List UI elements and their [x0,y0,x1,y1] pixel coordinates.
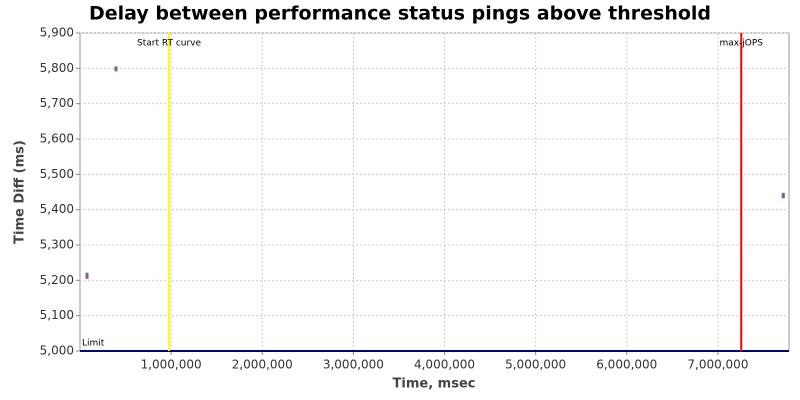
point [85,272,89,277]
chart-title: Delay between performance status pings a… [89,3,711,25]
point [85,274,89,279]
point [781,192,785,197]
x-tick-label: 7,000,000 [687,358,748,372]
x-tick-label: 5,000,000 [505,358,566,372]
marker-label: max-jOPS [719,39,763,49]
plot-area [79,32,790,352]
y-axis-title: Time Diff (ms) [13,140,28,244]
y-tick-label: 5,200 [40,273,74,287]
threshold-label: Limit [82,339,105,349]
x-tick-label: 2,000,000 [232,358,293,372]
x-tick-label: 1,000,000 [141,358,202,372]
y-tick-label: 5,100 [40,308,74,322]
y-tick-label: 5,300 [40,238,74,252]
y-tick-label: 5,000 [40,344,74,358]
x-tick-label: 4,000,000 [414,358,475,372]
x-tick-label: 3,000,000 [323,358,384,372]
x-axis-title: Time, msec [393,377,476,392]
x-tick-label: 6,000,000 [596,358,657,372]
point [114,66,118,71]
y-tick-label: 5,700 [40,96,74,110]
y-tick-label: 5,900 [40,26,74,40]
y-tick-label: 5,600 [40,132,74,146]
y-tick-label: 5,400 [40,202,74,216]
y-tick-label: 5,500 [40,167,74,181]
y-tick-label: 5,800 [40,61,74,75]
marker-label: Start RT curve [137,39,201,49]
